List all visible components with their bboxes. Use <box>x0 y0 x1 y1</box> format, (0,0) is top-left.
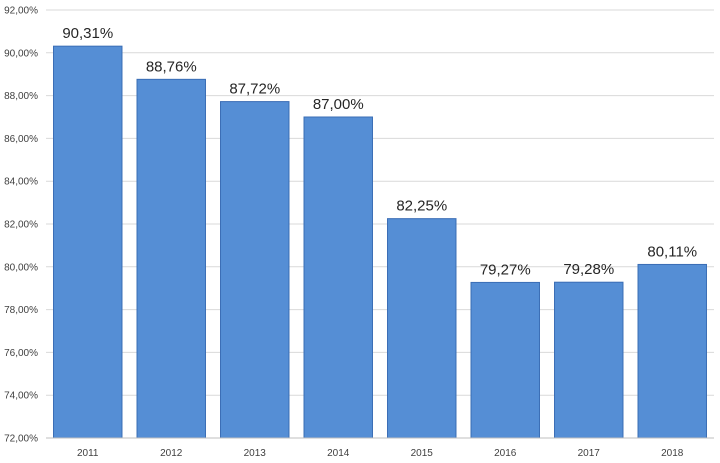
x-tick-label: 2016 <box>494 448 517 459</box>
y-tick-label: 78,00% <box>4 305 38 316</box>
data-label: 88,76% <box>146 58 197 75</box>
bar <box>303 116 373 439</box>
y-tick-label: 86,00% <box>4 134 38 145</box>
x-tick-label: 2017 <box>578 448 601 459</box>
y-tick-label: 88,00% <box>4 91 38 102</box>
y-tick-label: 82,00% <box>4 220 38 231</box>
bar <box>53 45 123 439</box>
data-label: 79,28% <box>563 261 614 278</box>
bar <box>470 281 540 439</box>
x-tick-label: 2011 <box>77 448 99 459</box>
y-tick-label: 92,00% <box>4 6 38 17</box>
data-label: 90,31% <box>62 25 113 42</box>
x-axis-tick-labels: 2011 2012 2013 2014 2015 2016 2017 2018 <box>77 448 684 459</box>
y-tick-label: 72,00% <box>4 434 38 445</box>
data-label: 87,72% <box>229 81 280 98</box>
x-tick-label: 2013 <box>244 448 267 459</box>
data-label: 87,00% <box>313 96 364 113</box>
data-label: 80,11% <box>647 243 697 260</box>
x-tick-label: 2014 <box>327 448 350 459</box>
x-tick-label: 2015 <box>411 448 434 459</box>
data-labels: 90,31% 88,76% 87,72% 87,00% 82,25% 79,27% 79,2… <box>62 25 697 278</box>
y-tick-label: 80,00% <box>4 262 38 273</box>
y-axis-tick-labels: 72,00% 74,00% 76,00% 78,00% 80,00% 82,00% 84,0… <box>4 6 38 445</box>
bar <box>387 218 457 439</box>
x-tick-label: 2018 <box>661 448 684 459</box>
y-tick-label: 90,00% <box>4 48 38 59</box>
data-label: 82,25% <box>396 198 447 215</box>
x-tick-label: 2012 <box>160 448 183 459</box>
y-tick-label: 84,00% <box>4 177 38 188</box>
data-label: 79,27% <box>480 261 531 278</box>
y-tick-label: 74,00% <box>4 391 38 402</box>
bar <box>554 281 624 439</box>
bar <box>220 101 290 439</box>
bar <box>637 263 707 439</box>
bars <box>53 45 707 439</box>
bar <box>136 78 206 439</box>
y-tick-label: 76,00% <box>4 348 38 359</box>
